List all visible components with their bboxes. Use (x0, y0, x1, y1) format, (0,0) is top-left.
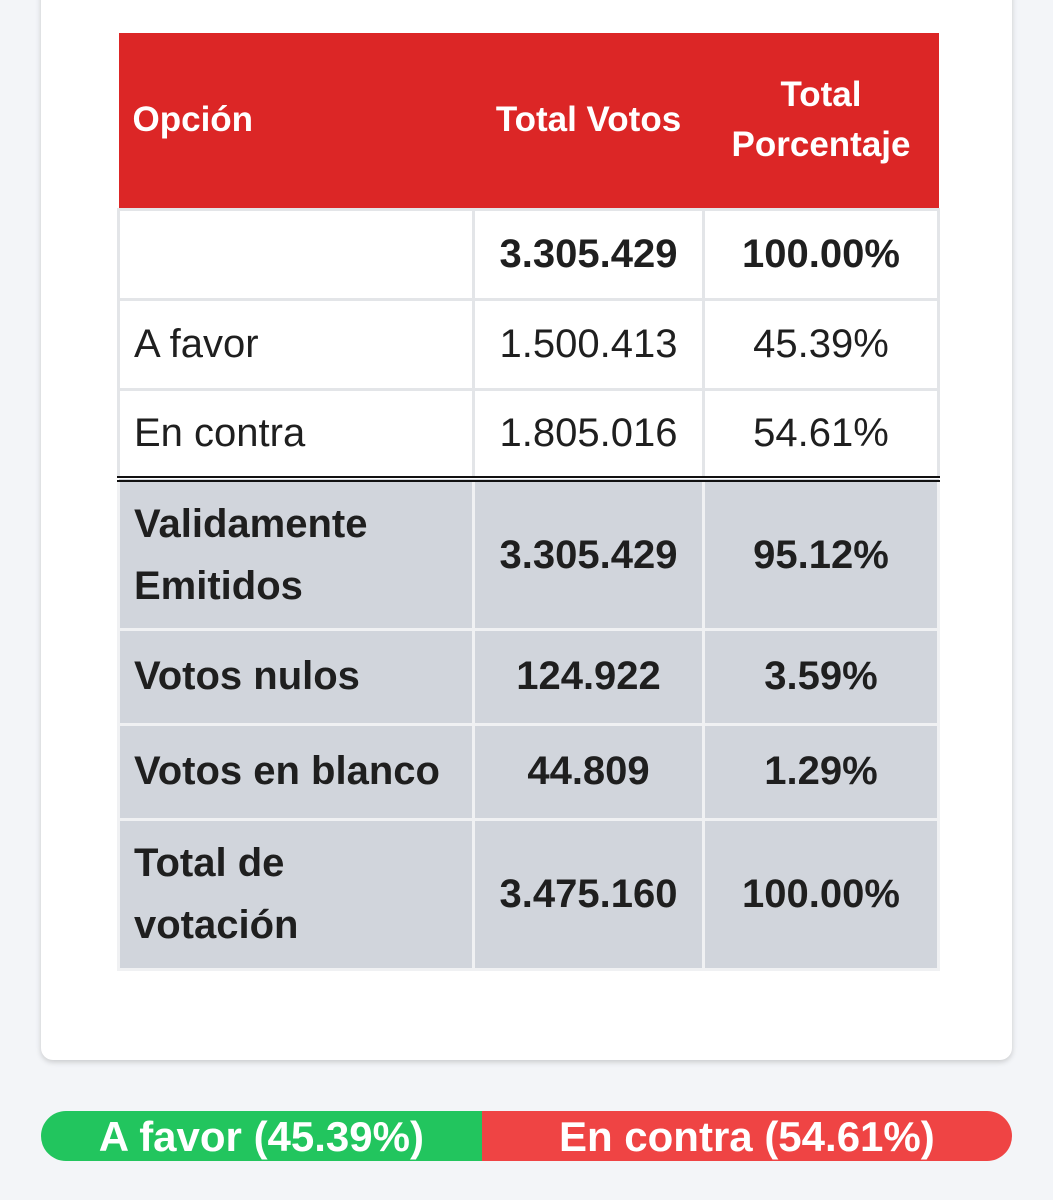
row-votes: 124.922 (472, 627, 705, 726)
row-percent: 54.61% (702, 387, 940, 481)
table-row-votos-nulos: Votos nulos 124.922 3.59% (117, 627, 940, 726)
table-row-total-de-votacion: Total de votación 3.475.160 100.00% (117, 817, 940, 971)
row-option: Total de votación (117, 817, 475, 971)
row-votes: 1.500.413 (472, 297, 705, 391)
row-percent: 3.59% (702, 627, 940, 726)
row-option (117, 207, 475, 301)
row-option: Votos nulos (117, 627, 475, 726)
row-percent: 100.00% (702, 207, 940, 301)
header-total-percent-line2: Porcentaje (731, 125, 911, 165)
table-row-validamente-emitidos: Validamente Emitidos 3.305.429 95.12% (117, 476, 940, 631)
table-row-en-contra: En contra 1.805.016 54.61% (117, 387, 940, 481)
row-option: Validamente Emitidos (117, 476, 475, 631)
table-header-row: Opción Total Votos Total Porcentaje (118, 33, 939, 209)
row-option: En contra (117, 387, 475, 481)
header-total-percent-line1: Total (780, 75, 862, 115)
table-row-total-valid: 3.305.429 100.00% (117, 207, 940, 301)
header-total-votes: Total Votos (473, 33, 704, 209)
header-option: Opción (118, 33, 474, 209)
row-votes: 44.809 (472, 722, 705, 821)
table-row-a-favor: A favor 1.500.413 45.39% (117, 297, 940, 391)
favor-segment: A favor (45.39%) (41, 1111, 482, 1161)
row-option-line2: Emitidos (134, 563, 303, 608)
row-percent: 1.29% (702, 722, 940, 821)
results-table: Opción Total Votos Total Porcentaje 3.305… (117, 33, 940, 971)
contra-segment: En contra (54.61%) (481, 1111, 1012, 1161)
row-votes: 3.475.160 (472, 817, 705, 971)
row-option: Votos en blanco (117, 722, 475, 821)
table-row-votos-en-blanco: Votos en blanco 44.809 1.29% (117, 722, 940, 821)
row-option: A favor (117, 297, 475, 391)
row-votes: 3.305.429 (472, 207, 705, 301)
header-total-percent: Total Porcentaje (703, 33, 939, 209)
row-option-line1: Validamente (134, 501, 368, 546)
row-option-line2: votación (134, 903, 299, 947)
row-percent: 100.00% (702, 817, 940, 971)
row-percent: 95.12% (702, 476, 940, 631)
row-option-line1: Total de (134, 841, 285, 885)
row-votes: 1.805.016 (472, 387, 705, 481)
result-bar: A favor (45.39%) En contra (54.61%) (41, 1111, 1012, 1161)
row-votes: 3.305.429 (472, 476, 705, 631)
row-percent: 45.39% (702, 297, 940, 391)
